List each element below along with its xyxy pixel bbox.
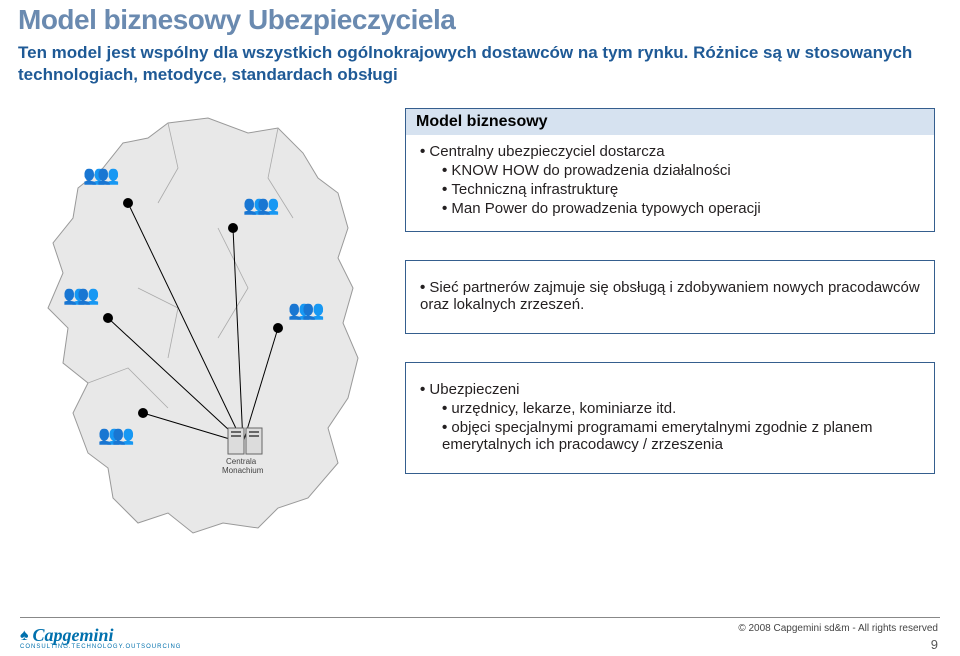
svg-text:👥: 👥 <box>77 285 99 305</box>
footer: ♠ Capgemini CONSULTING.TECHNOLOGY.OUTSOU… <box>0 612 960 656</box>
svg-text:👥: 👥 <box>257 195 279 215</box>
people-cluster-icon: 👥 👥 <box>83 165 119 185</box>
box-title-business-model: Model biznesowy <box>406 109 934 135</box>
info-boxes: Model biznesowy Centralny ubezpieczyciel… <box>405 108 935 474</box>
logo-icon: ♠ <box>20 627 29 645</box>
list-item: Man Power do prowadzenia typowych operac… <box>420 200 920 217</box>
logo-text: Capgemini <box>33 625 114 645</box>
list-item: KNOW HOW do prowadzenia działalności <box>420 162 920 179</box>
svg-text:👥: 👥 <box>302 300 324 320</box>
map-node <box>123 198 133 208</box>
box-partners: Sieć partnerów zajmuje się obsługą i zdo… <box>405 260 935 334</box>
people-cluster-icon: 👥 👥 <box>98 425 134 445</box>
map-diagram: 👥 👥 👥 👥 👥 👥 👥 👥 <box>18 108 388 548</box>
people-cluster-icon: 👥 👥 <box>63 285 99 305</box>
box-body-insured: Ubezpieczeni urzędnicy, lekarze, kominia… <box>406 363 934 473</box>
list-item: Centralny ubezpieczyciel dostarcza <box>420 143 920 160</box>
list-item: urzędnicy, lekarze, kominiarze itd. <box>420 400 920 417</box>
germany-map-svg: 👥 👥 👥 👥 👥 👥 👥 👥 <box>18 108 388 548</box>
logo-tagline: CONSULTING.TECHNOLOGY.OUTSOURCING <box>20 644 181 650</box>
people-cluster-icon: 👥 👥 <box>288 300 324 320</box>
box-body-business-model: Centralny ubezpieczyciel dostarcza KNOW … <box>406 135 934 231</box>
copyright: © 2008 Capgemini sd&m - All rights reser… <box>738 623 938 634</box>
list-item: Techniczną infrastrukturę <box>420 181 920 198</box>
list-item: Sieć partnerów zajmuje się obsługą i zdo… <box>420 279 920 313</box>
list-item: objęci specjalnymi programami emerytalny… <box>420 419 920 453</box>
footer-divider <box>20 617 940 618</box>
logo: ♠ Capgemini CONSULTING.TECHNOLOGY.OUTSOU… <box>20 625 181 650</box>
box-body-partners: Sieć partnerów zajmuje się obsługą i zdo… <box>406 261 934 333</box>
page-number: 9 <box>931 637 938 652</box>
svg-text:👥: 👥 <box>112 425 134 445</box>
list-item: Ubezpieczeni <box>420 381 920 398</box>
server-label-2: Monachium <box>222 466 264 475</box>
box-insured: Ubezpieczeni urzędnicy, lekarze, kominia… <box>405 362 935 474</box>
server-label-1: Centrala <box>226 457 257 466</box>
svg-text:👥: 👥 <box>97 165 119 185</box>
page-title: Model biznesowy Ubezpieczyciela <box>18 4 455 36</box>
map-node <box>138 408 148 418</box>
map-node <box>228 223 238 233</box>
subtitle: Ten model jest wspólny dla wszystkich og… <box>18 42 930 86</box>
map-node <box>103 313 113 323</box>
map-node <box>273 323 283 333</box>
box-business-model: Model biznesowy Centralny ubezpieczyciel… <box>405 108 935 232</box>
people-cluster-icon: 👥 👥 <box>243 195 279 215</box>
